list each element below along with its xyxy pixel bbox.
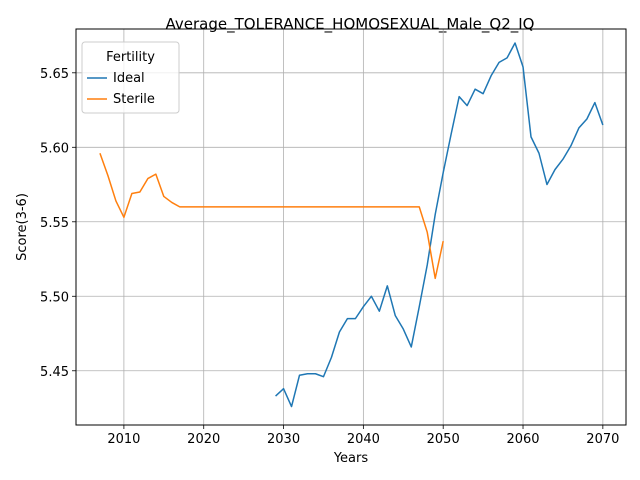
legend-title: Fertility bbox=[106, 50, 155, 65]
grid bbox=[76, 29, 626, 425]
x-axis-title: Years bbox=[333, 451, 369, 466]
x-tick-label: 2010 bbox=[107, 432, 140, 447]
axis-ticks: 2010 2020 2030 2040 2050 2060 2070 5.45 5.50 5.55… bbox=[40, 67, 619, 447]
y-tick-label: 5.50 bbox=[40, 290, 69, 305]
series-line-ideal bbox=[275, 42, 604, 408]
y-tick-label: 5.55 bbox=[40, 216, 69, 231]
y-tick-label: 5.60 bbox=[40, 141, 69, 156]
x-tick-label: 2030 bbox=[267, 432, 300, 447]
x-tick-label: 2020 bbox=[187, 432, 220, 447]
y-axis-title: Score(3-6) bbox=[15, 193, 30, 261]
x-tick-label: 2060 bbox=[506, 432, 539, 447]
y-tick-label: 5.45 bbox=[40, 365, 69, 380]
legend-label-sterile: Sterile bbox=[113, 92, 155, 107]
x-tick-label: 2040 bbox=[347, 432, 380, 447]
plot-frame bbox=[75, 28, 627, 426]
legend: Fertility Ideal Sterile bbox=[81, 41, 180, 114]
x-tick-label: 2070 bbox=[586, 432, 619, 447]
y-tick-label: 5.65 bbox=[40, 67, 69, 82]
series-line-sterile bbox=[99, 152, 444, 280]
series-lines bbox=[99, 42, 604, 408]
chart-title: Average_TOLERANCE_HOMOSEXUAL_Male_Q2_IQ bbox=[166, 15, 535, 34]
legend-box bbox=[81, 41, 180, 114]
x-tick-label: 2050 bbox=[427, 432, 460, 447]
legend-label-ideal: Ideal bbox=[113, 71, 145, 86]
